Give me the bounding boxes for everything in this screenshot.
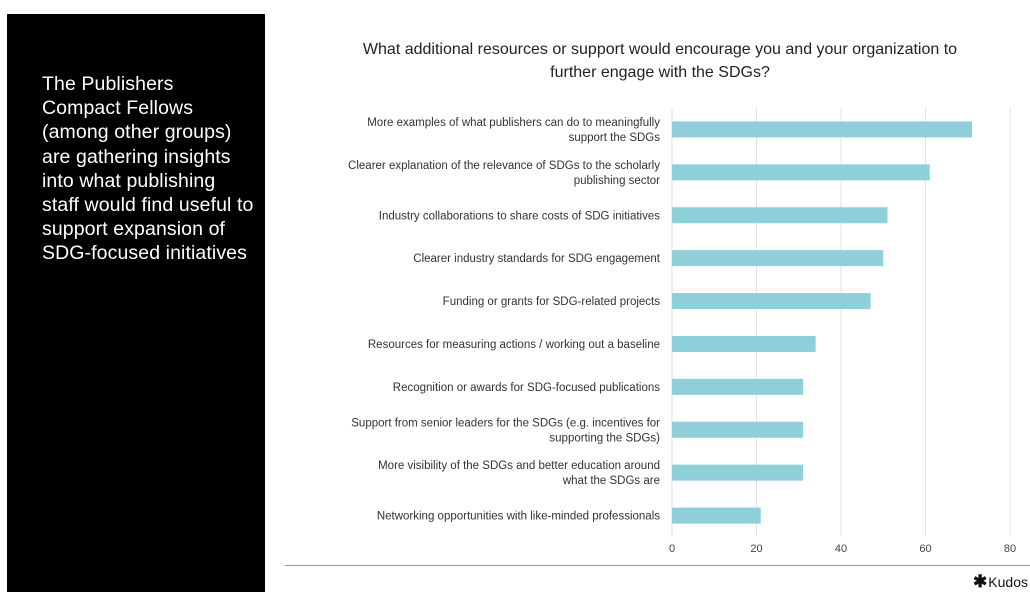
x-tick-label: 40: [835, 543, 847, 555]
category-label: Industry collaborations to share costs o…: [379, 210, 660, 222]
category-label: Support from senior leaders for the SDGs…: [351, 417, 660, 444]
x-axis-ticks: 0 20 40 60 80: [669, 543, 1016, 555]
x-tick-label: 80: [1004, 543, 1016, 555]
category-label: More examples of what publishers can do …: [367, 117, 660, 144]
side-panel-text: The Publishers Compact Fellows (among ot…: [42, 73, 254, 265]
asterisk-icon: ✱: [973, 572, 988, 591]
bar: [672, 421, 803, 438]
bar: [672, 464, 803, 481]
footer-divider: [285, 565, 1030, 566]
category-label: Clearer industry standards for SDG engag…: [413, 253, 661, 265]
x-tick-label: 20: [750, 543, 762, 555]
side-panel: The Publishers Compact Fellows (among ot…: [7, 14, 265, 592]
x-tick-label: 0: [669, 543, 675, 555]
category-label: Recognition or awards for SDG-focused pu…: [393, 382, 660, 394]
category-label: More visibility of the SDGs and better e…: [378, 460, 660, 487]
category-label: Funding or grants for SDG-related projec…: [443, 296, 661, 308]
bars: [672, 121, 972, 524]
bar: [672, 507, 761, 524]
x-tick-label: 60: [919, 543, 931, 555]
category-labels: More examples of what publishers can do …: [348, 117, 661, 523]
bar: [672, 121, 972, 138]
logo-text: Kudos: [988, 574, 1028, 590]
bar: [672, 335, 816, 352]
bar: [672, 378, 803, 395]
bar: [672, 250, 884, 267]
category-label: Networking opportunities with like-minde…: [377, 511, 660, 523]
bar: [672, 293, 871, 310]
category-label: Clearer explanation of the relevance of …: [348, 160, 660, 187]
category-label: Resources for measuring actions / workin…: [368, 339, 660, 351]
bar: [672, 207, 888, 224]
bar: [672, 164, 930, 181]
kudos-logo: ✱ Kudos: [973, 572, 1028, 592]
chart-title: What additional resources or support wou…: [362, 41, 958, 81]
